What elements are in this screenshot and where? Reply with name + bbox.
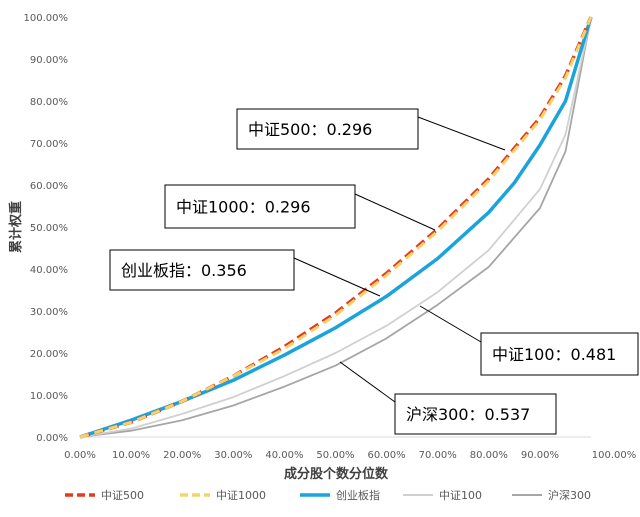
gini-label: 创业板指：0.356 xyxy=(121,261,247,280)
x-axis-ticks: 0.00% 10.00% 20.00% 30.00% 40.00% 50.00% 60.00… xyxy=(64,450,636,461)
callout-leader xyxy=(419,305,482,343)
legend-label: 中证100 xyxy=(439,489,482,502)
x-tick-label: 20.00% xyxy=(163,450,201,461)
y-axis-ticks: 0.00% 10.00% 20.00% 30.00% 40.00% 50.00% 60.00… xyxy=(24,13,69,444)
y-tick-label: 80.00% xyxy=(30,97,68,108)
callout-box xyxy=(236,108,419,150)
y-tick-label: 60.00% xyxy=(30,181,68,192)
x-tick-label: 90.00% xyxy=(521,450,559,461)
y-tick-label: 0.00% xyxy=(36,433,68,444)
series-line-3 xyxy=(79,16,592,438)
legend: 中证500 中证1000 创业板指 中证100 沪深300 xyxy=(65,488,591,502)
y-tick-label: 30.00% xyxy=(30,307,68,318)
legend-label: 中证1000 xyxy=(216,489,266,502)
x-tick-label: 10.00% xyxy=(112,450,150,461)
callout-leader xyxy=(293,257,381,297)
callout-leader xyxy=(339,361,396,403)
y-tick-label: 90.00% xyxy=(30,55,68,66)
series-line-4 xyxy=(79,16,592,438)
y-tick-label: 50.00% xyxy=(30,223,68,234)
callout-box xyxy=(164,184,356,229)
y-tick-label: 40.00% xyxy=(30,265,68,276)
legend-label: 创业板指 xyxy=(336,488,380,502)
callout-box xyxy=(480,332,639,376)
series-line-1 xyxy=(79,16,593,439)
gini-label: 中证100：0.481 xyxy=(492,345,616,364)
callout-leader xyxy=(417,116,506,151)
x-tick-label: 30.00% xyxy=(214,450,252,461)
series-lines xyxy=(79,16,593,439)
callout-leader xyxy=(354,193,436,231)
gini-label: 中证1000：0.296 xyxy=(176,198,311,217)
x-tick-label: 40.00% xyxy=(265,450,303,461)
callout-box xyxy=(109,249,295,291)
x-axis-title: 成分股个数分位数 xyxy=(284,466,389,482)
y-axis-title: 累计权重 xyxy=(8,201,24,253)
y-tick-label: 10.00% xyxy=(30,391,68,402)
legend-label: 沪深300 xyxy=(548,488,591,502)
x-tick-label: 60.00% xyxy=(368,450,406,461)
x-tick-label: 80.00% xyxy=(470,450,508,461)
y-tick-label: 100.00% xyxy=(24,13,69,24)
gini-label: 中证500：0.296 xyxy=(248,120,372,139)
gini-label: 沪深300：0.537 xyxy=(406,405,530,424)
y-tick-label: 70.00% xyxy=(30,139,68,150)
legend-label: 中证500 xyxy=(101,489,144,502)
x-tick-label: 50.00% xyxy=(316,450,354,461)
callouts: 中证500：0.296 中证1000：0.296 创业板指：0.356 中证100：0… xyxy=(109,108,639,435)
y-tick-label: 20.00% xyxy=(30,349,68,360)
x-tick-label: 70.00% xyxy=(419,450,457,461)
x-tick-label: 0.00% xyxy=(64,450,96,461)
x-tick-label: 100.00% xyxy=(592,450,637,461)
callout-box xyxy=(394,393,557,435)
